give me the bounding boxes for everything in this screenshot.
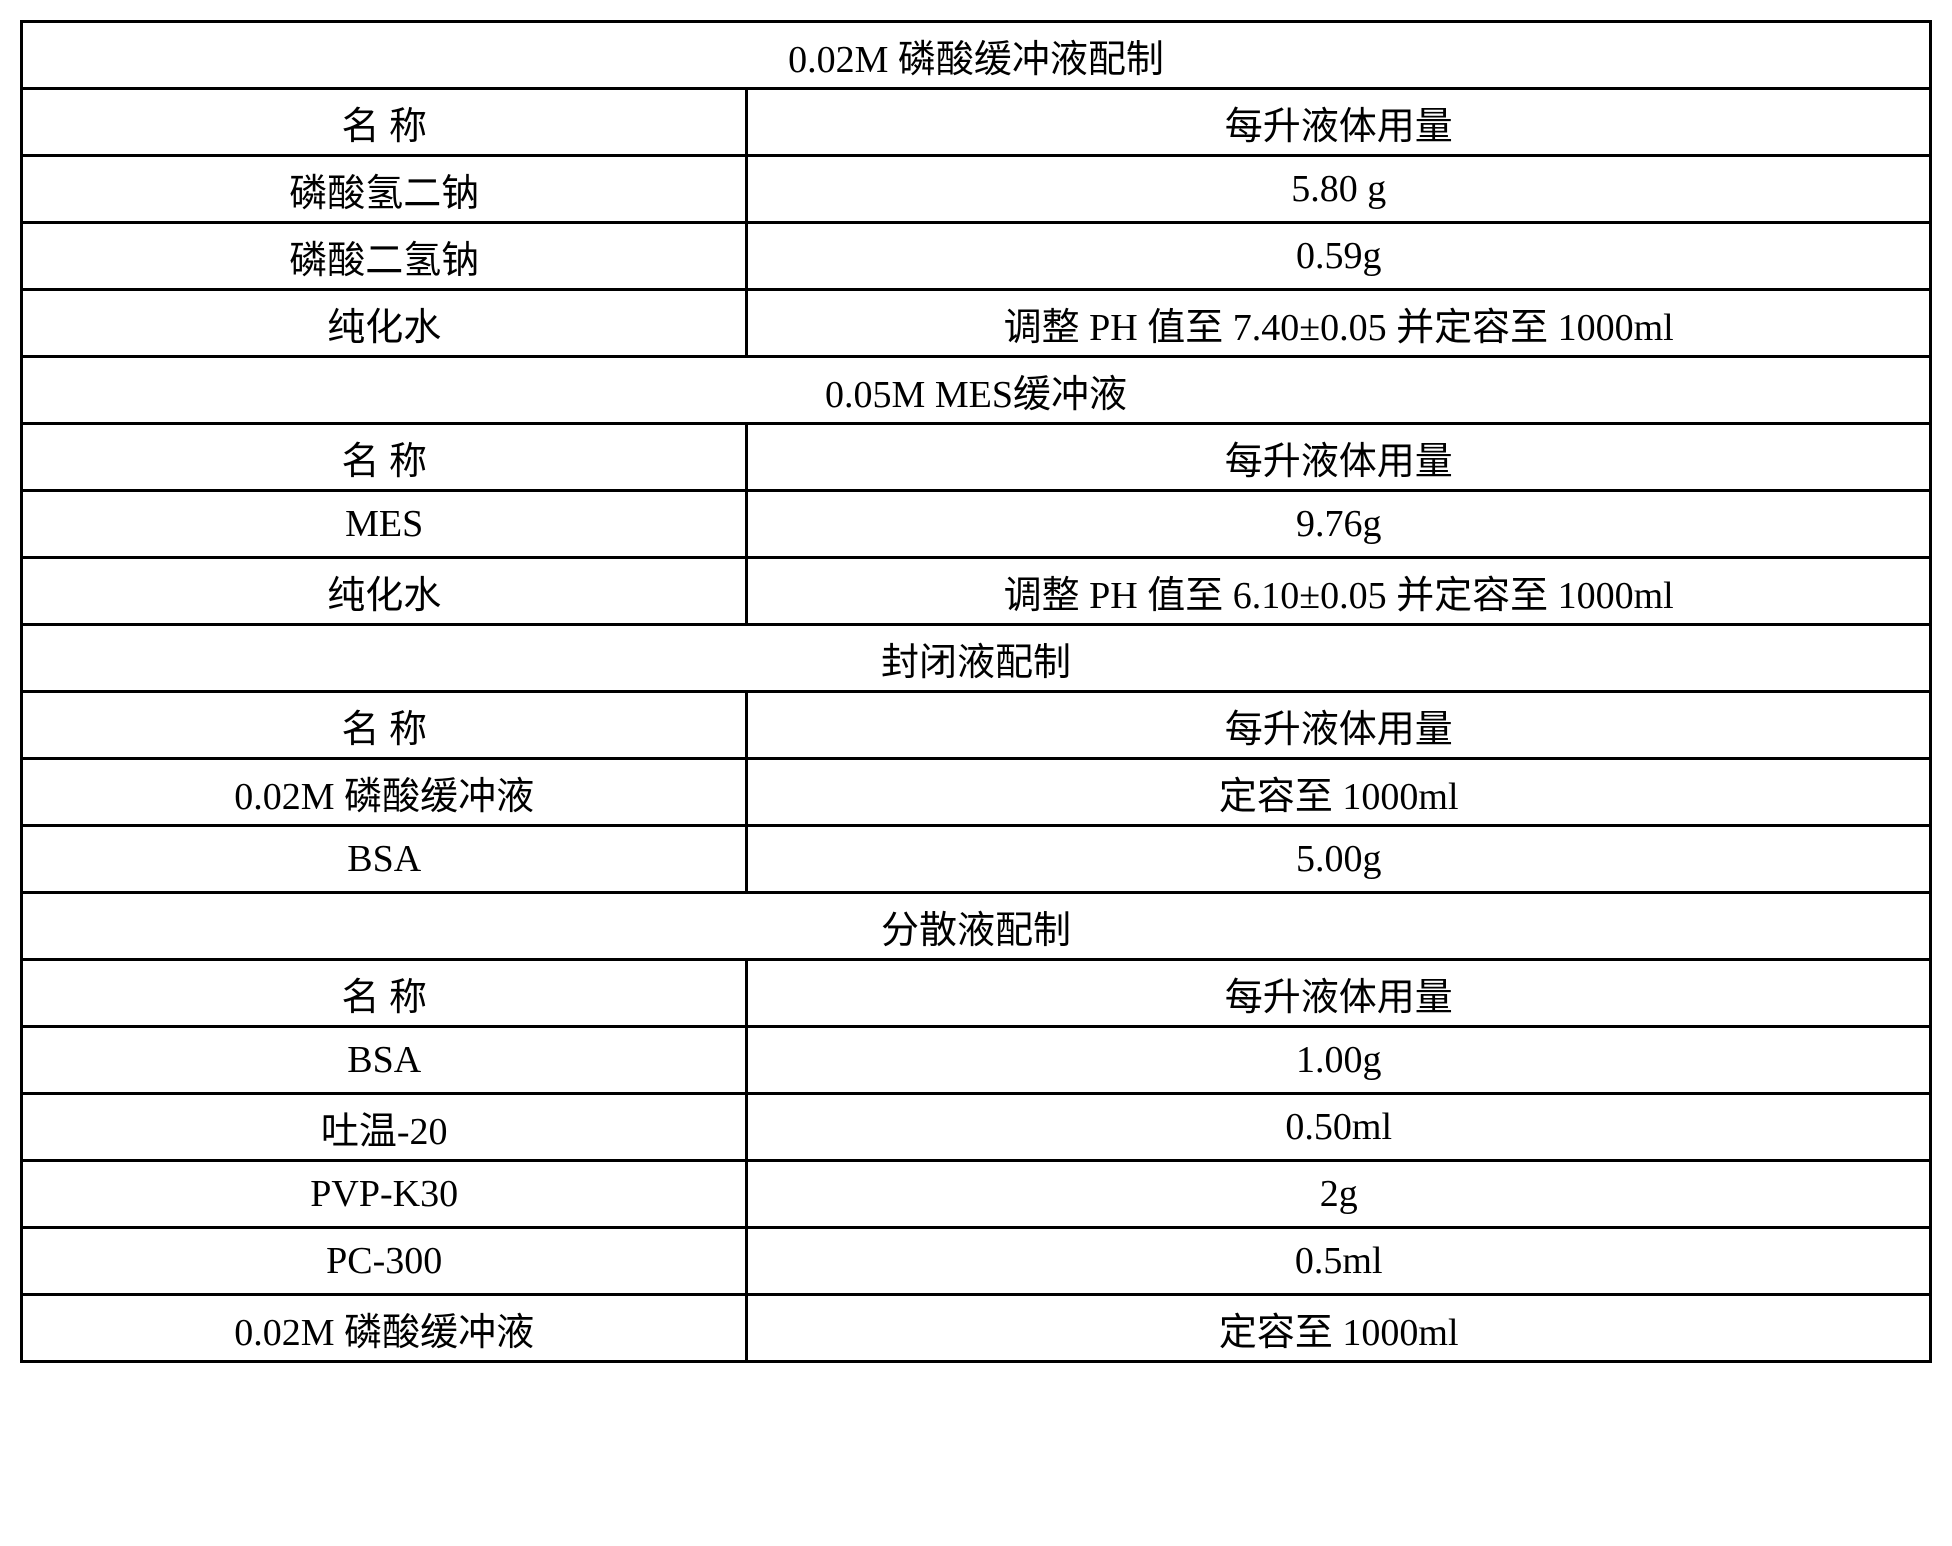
cell-amount: 定容至 1000ml	[747, 759, 1931, 826]
table-row: BSA 1.00g	[22, 1027, 1931, 1094]
table-row: 磷酸二氢钠 0.59g	[22, 223, 1931, 290]
table-row: 0.02M 磷酸缓冲液 定容至 1000ml	[22, 759, 1931, 826]
cell-amount: 定容至 1000ml	[747, 1295, 1931, 1362]
section-title-row: 分散液配制	[22, 893, 1931, 960]
col-header-name: 名 称	[22, 960, 747, 1027]
cell-name: 纯化水	[22, 558, 747, 625]
cell-name: BSA	[22, 826, 747, 893]
section-title-row: 0.05M MES缓冲液	[22, 357, 1931, 424]
col-header-amount: 每升液体用量	[747, 424, 1931, 491]
cell-amount: 2g	[747, 1161, 1931, 1228]
table-row: 磷酸氢二钠 5.80 g	[22, 156, 1931, 223]
cell-amount: 1.00g	[747, 1027, 1931, 1094]
cell-name: 吐温-20	[22, 1094, 747, 1161]
cell-name: PVP-K30	[22, 1161, 747, 1228]
col-header-amount: 每升液体用量	[747, 692, 1931, 759]
col-header-name: 名 称	[22, 89, 747, 156]
table-row: 纯化水 调整 PH 值至 6.10±0.05 并定容至 1000ml	[22, 558, 1931, 625]
cell-name: 磷酸氢二钠	[22, 156, 747, 223]
cell-name: 0.02M 磷酸缓冲液	[22, 1295, 747, 1362]
section-title-row: 0.02M 磷酸缓冲液配制	[22, 22, 1931, 89]
table-row: 纯化水 调整 PH 值至 7.40±0.05 并定容至 1000ml	[22, 290, 1931, 357]
cell-amount: 5.00g	[747, 826, 1931, 893]
cell-name: BSA	[22, 1027, 747, 1094]
col-header-name: 名 称	[22, 692, 747, 759]
cell-amount: 调整 PH 值至 7.40±0.05 并定容至 1000ml	[747, 290, 1931, 357]
section-header-row: 名 称 每升液体用量	[22, 424, 1931, 491]
section-title: 分散液配制	[22, 893, 1931, 960]
table-row: MES 9.76g	[22, 491, 1931, 558]
section-title: 封闭液配制	[22, 625, 1931, 692]
cell-amount: 9.76g	[747, 491, 1931, 558]
buffer-preparation-table: 0.02M 磷酸缓冲液配制 名 称 每升液体用量 磷酸氢二钠 5.80 g 磷酸…	[20, 20, 1932, 1363]
cell-amount: 0.50ml	[747, 1094, 1931, 1161]
section-header-row: 名 称 每升液体用量	[22, 960, 1931, 1027]
col-header-name: 名 称	[22, 424, 747, 491]
section-title: 0.05M MES缓冲液	[22, 357, 1931, 424]
col-header-amount: 每升液体用量	[747, 960, 1931, 1027]
section-title: 0.02M 磷酸缓冲液配制	[22, 22, 1931, 89]
table-row: PVP-K30 2g	[22, 1161, 1931, 1228]
cell-name: MES	[22, 491, 747, 558]
cell-name: 磷酸二氢钠	[22, 223, 747, 290]
cell-name: 纯化水	[22, 290, 747, 357]
table-body: 0.02M 磷酸缓冲液配制 名 称 每升液体用量 磷酸氢二钠 5.80 g 磷酸…	[22, 22, 1931, 1362]
col-header-amount: 每升液体用量	[747, 89, 1931, 156]
cell-amount: 调整 PH 值至 6.10±0.05 并定容至 1000ml	[747, 558, 1931, 625]
cell-name: 0.02M 磷酸缓冲液	[22, 759, 747, 826]
section-title-row: 封闭液配制	[22, 625, 1931, 692]
cell-amount: 0.59g	[747, 223, 1931, 290]
table-row: BSA 5.00g	[22, 826, 1931, 893]
cell-amount: 5.80 g	[747, 156, 1931, 223]
table-row: 吐温-20 0.50ml	[22, 1094, 1931, 1161]
cell-name: PC-300	[22, 1228, 747, 1295]
table-row: PC-300 0.5ml	[22, 1228, 1931, 1295]
table-row: 0.02M 磷酸缓冲液 定容至 1000ml	[22, 1295, 1931, 1362]
section-header-row: 名 称 每升液体用量	[22, 692, 1931, 759]
cell-amount: 0.5ml	[747, 1228, 1931, 1295]
section-header-row: 名 称 每升液体用量	[22, 89, 1931, 156]
